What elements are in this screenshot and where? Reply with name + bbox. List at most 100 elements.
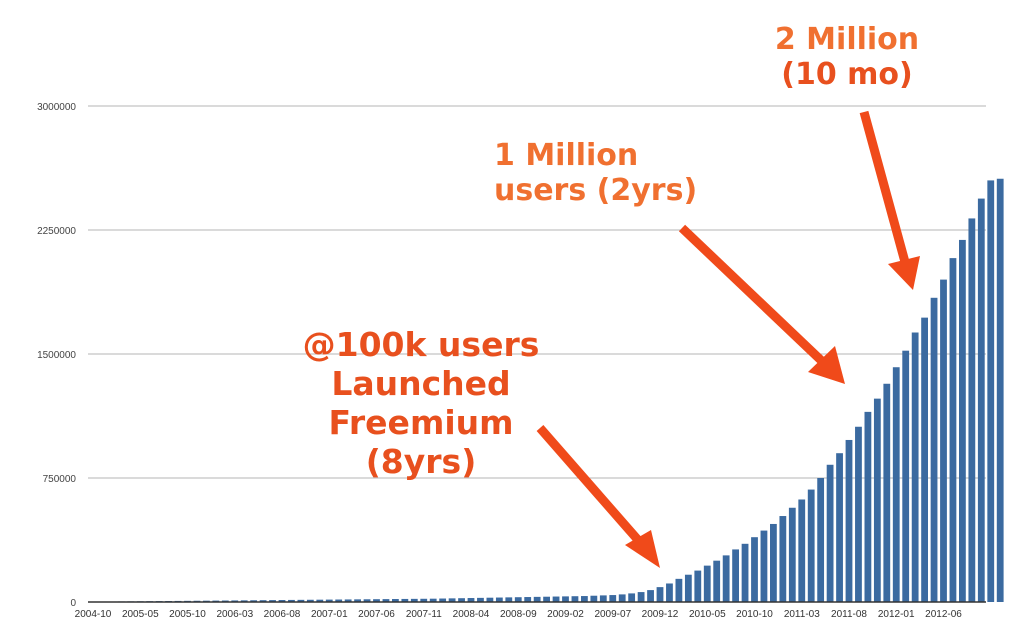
bar xyxy=(864,411,872,602)
bar xyxy=(609,595,617,602)
bar xyxy=(807,489,815,602)
bar xyxy=(883,383,891,602)
y-tick-label: 0 xyxy=(70,598,76,609)
bar xyxy=(325,599,333,602)
bar xyxy=(392,599,399,602)
x-axis-tick-labels: 2004-10 2005-05 2005-10 2006-03 2006-08 2007-… xyxy=(75,609,963,620)
annotation-one-million-line1: 1 Million xyxy=(494,138,639,173)
bar xyxy=(373,599,380,602)
arrow-icon-freemium xyxy=(536,425,660,568)
bar-series xyxy=(89,178,1004,603)
bar xyxy=(543,596,550,602)
bar xyxy=(458,598,465,602)
annotation-freemium-line4: (8yrs) xyxy=(365,441,477,481)
bar xyxy=(297,599,305,602)
bar xyxy=(599,595,607,602)
bar xyxy=(259,600,267,602)
bar xyxy=(713,560,721,602)
bar xyxy=(590,595,598,602)
y-tick-label: 750000 xyxy=(43,474,77,485)
bar xyxy=(316,599,324,602)
bar xyxy=(439,598,447,602)
bar xyxy=(996,178,1004,602)
bar xyxy=(571,596,579,602)
bar xyxy=(429,598,437,602)
bar xyxy=(306,599,314,602)
annotation-two-million: 2 Million (10 mo) xyxy=(752,22,942,93)
bar xyxy=(477,597,484,602)
x-tick-label: 2005-05 xyxy=(122,609,159,620)
bar xyxy=(694,570,702,602)
y-axis-tick-labels: 0 750000 1500000 2250000 3000000 xyxy=(37,102,76,609)
bar xyxy=(741,543,749,602)
bar xyxy=(231,600,239,602)
x-tick-label: 2008-09 xyxy=(500,609,537,620)
x-tick-label: 2012-06 xyxy=(925,609,962,620)
bar xyxy=(684,574,692,602)
x-tick-label: 2009-02 xyxy=(547,609,584,620)
bar xyxy=(836,453,843,602)
x-tick-label: 2004-10 xyxy=(75,609,112,620)
bar xyxy=(514,597,522,602)
bar xyxy=(467,598,475,602)
bar xyxy=(335,599,343,602)
bar xyxy=(420,598,428,602)
bar xyxy=(722,555,730,602)
bar xyxy=(637,592,645,602)
annotation-freemium-line3: Freemium xyxy=(328,402,514,442)
bar xyxy=(562,596,569,602)
bar xyxy=(240,600,248,602)
bar xyxy=(505,597,513,602)
annotation-two-million-line2: (10 mo) xyxy=(781,57,913,93)
bar xyxy=(959,239,966,603)
bar xyxy=(552,596,560,602)
bar xyxy=(666,583,673,602)
bar xyxy=(873,398,881,602)
y-tick-label: 1500000 xyxy=(37,350,76,361)
x-tick-label: 2009-07 xyxy=(594,609,631,620)
bar xyxy=(656,587,664,602)
bar xyxy=(751,537,758,602)
x-tick-label: 2009-12 xyxy=(642,609,679,620)
bar xyxy=(760,530,768,602)
bar xyxy=(448,598,456,602)
bar xyxy=(401,598,409,602)
bar xyxy=(533,596,541,602)
bar xyxy=(911,332,919,602)
bar xyxy=(826,464,834,602)
bar xyxy=(949,258,957,602)
bar xyxy=(987,180,995,602)
x-tick-label: 2005-10 xyxy=(169,609,206,620)
x-tick-label: 2006-03 xyxy=(216,609,253,620)
bar xyxy=(675,578,683,602)
x-tick-label: 2011-08 xyxy=(831,609,867,620)
bar xyxy=(354,599,361,602)
x-tick-label: 2008-04 xyxy=(453,609,490,620)
annotation-freemium: @100k users Launched Freemium (8yrs) xyxy=(262,325,580,482)
bar xyxy=(495,597,503,602)
y-tick-label: 2250000 xyxy=(37,226,76,237)
bar xyxy=(581,596,588,602)
arrow-icon-two-million xyxy=(859,110,920,290)
bar xyxy=(363,599,371,602)
bar xyxy=(250,600,258,602)
annotation-freemium-line2: Launched xyxy=(331,363,511,403)
x-tick-label: 2012-01 xyxy=(878,609,915,620)
bar xyxy=(940,279,947,602)
bar xyxy=(410,598,418,602)
bar xyxy=(788,507,796,602)
x-tick-label: 2007-11 xyxy=(406,609,442,620)
bar xyxy=(382,599,390,602)
bar xyxy=(770,523,777,602)
annotation-arrows xyxy=(536,110,920,568)
bar xyxy=(618,594,626,602)
y-tick-label: 3000000 xyxy=(37,102,76,113)
bar xyxy=(977,198,985,602)
x-tick-label: 2011-03 xyxy=(784,609,820,620)
annotation-one-million: 1 Million users (2yrs) xyxy=(494,138,697,209)
x-tick-label: 2006-08 xyxy=(264,609,301,620)
bar xyxy=(930,297,938,602)
bar xyxy=(344,599,352,602)
bar xyxy=(902,350,910,602)
